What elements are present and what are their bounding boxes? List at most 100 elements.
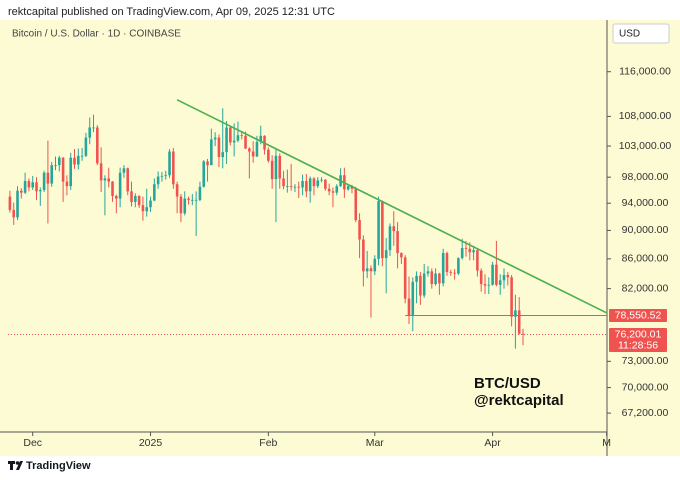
candle-body: [232, 140, 236, 143]
currency-label[interactable]: USD: [619, 29, 640, 40]
candle-body: [126, 168, 130, 192]
chart-background: [0, 20, 680, 456]
candle-body: [65, 181, 69, 187]
candle-body: [312, 178, 316, 187]
candle-body: [84, 137, 88, 156]
candle-body: [153, 184, 156, 201]
countdown-label: 11:28:56: [618, 339, 658, 351]
candle-body: [415, 275, 418, 282]
candle-body: [441, 253, 445, 284]
y-tick-label: 90,000.00: [622, 224, 669, 236]
y-tick-label: 82,000.00: [622, 282, 669, 294]
candle-body: [297, 186, 301, 188]
candle-body: [377, 201, 380, 259]
candle-body: [73, 157, 76, 165]
candle-body: [453, 272, 456, 274]
y-tick-label: 98,000.00: [622, 171, 669, 183]
candle-body: [156, 176, 160, 185]
candle-body: [479, 270, 483, 285]
candle-body: [335, 186, 339, 193]
candle-body: [118, 172, 122, 199]
price-label-box: [609, 328, 667, 353]
candle-body: [487, 284, 491, 286]
x-tick-label: Dec: [23, 437, 42, 449]
candle-body: [369, 268, 373, 272]
candle-body: [434, 273, 437, 285]
candle-body: [476, 250, 479, 271]
candle-body: [502, 275, 506, 281]
candle-body: [46, 172, 50, 184]
candle-body: [217, 137, 221, 158]
currency-box[interactable]: [612, 23, 670, 44]
candle-body: [50, 165, 54, 184]
candle-body: [92, 127, 95, 129]
candle-body: [58, 157, 61, 166]
candle-body: [16, 190, 19, 218]
candle-body: [396, 231, 399, 254]
candle-body: [419, 275, 422, 296]
footer-brand: TradingView: [26, 460, 91, 472]
candle-body: [483, 284, 487, 286]
candle-body: [96, 127, 99, 164]
candle-body: [510, 277, 513, 317]
candle-body: [282, 178, 285, 187]
candle-body: [358, 220, 361, 240]
watermark-text: BTC/USD: [474, 375, 541, 392]
candle-body: [12, 209, 15, 218]
candle-body: [210, 139, 213, 166]
y-tick-label: 73,000.00: [622, 355, 669, 367]
candle-body: [191, 199, 194, 201]
candle-body: [517, 310, 521, 334]
y-tick-label: 108,000.00: [619, 110, 672, 122]
watermark-text: @rektcapital: [474, 392, 564, 409]
candle-body: [293, 186, 297, 188]
candle-body: [498, 280, 502, 285]
candle-body: [316, 180, 320, 187]
candle-body: [122, 168, 126, 173]
y-tick-label: 86,000.00: [622, 253, 669, 265]
candle-body: [194, 199, 198, 201]
candle-body: [407, 298, 411, 316]
candle-body: [206, 161, 209, 166]
candle-body: [495, 264, 498, 285]
price-label-box: [609, 309, 667, 323]
candle-body: [31, 182, 34, 188]
candle-body: [327, 188, 331, 192]
candle-body: [77, 155, 80, 165]
candle-body: [134, 195, 137, 202]
price-label: 76,200.01: [615, 328, 662, 340]
candle-body: [422, 273, 426, 296]
candle-body: [20, 190, 23, 193]
candle-body: [198, 186, 202, 200]
candle-body: [381, 201, 384, 259]
candle-body: [460, 248, 464, 259]
candle-body: [54, 165, 57, 166]
candle-body: [179, 196, 183, 214]
candle-body: [103, 178, 107, 181]
candle-body: [384, 250, 388, 259]
candle-body: [213, 137, 217, 140]
candle-body: [354, 188, 358, 221]
candle-body: [111, 181, 114, 196]
candle-body: [251, 151, 255, 157]
candle-body: [137, 195, 141, 206]
candle-body: [388, 226, 392, 251]
candle-body: [42, 172, 46, 191]
trendline: [176, 99, 608, 314]
tradingview-logo: [8, 461, 23, 470]
candle-body: [255, 141, 259, 157]
candle-body: [69, 157, 73, 187]
candle-body: [39, 190, 42, 192]
publisher-line: rektcapital published on TradingView.com…: [8, 6, 335, 18]
candle-body: [160, 175, 164, 177]
candle-body: [164, 175, 168, 177]
candle-body: [289, 186, 293, 187]
candle-body: [80, 155, 84, 157]
candle-body: [445, 253, 449, 273]
candle-body: [23, 181, 27, 193]
candle-body: [259, 135, 263, 142]
candle-body: [172, 151, 175, 185]
candle-body: [373, 258, 377, 272]
candle-body: [107, 178, 111, 182]
